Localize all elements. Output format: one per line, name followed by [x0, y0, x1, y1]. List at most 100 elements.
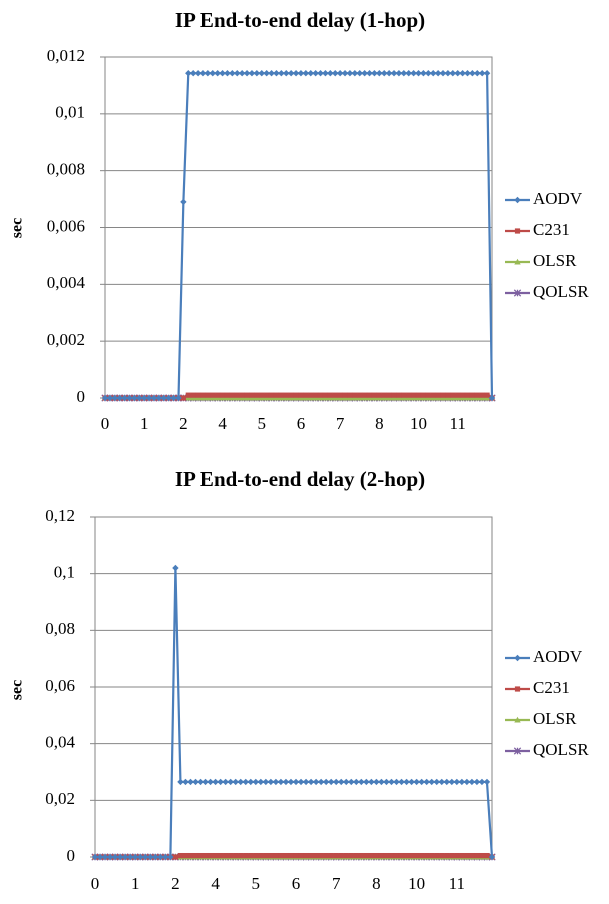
marker [514, 686, 521, 692]
marker [414, 852, 420, 859]
marker [308, 392, 314, 398]
marker [195, 392, 201, 398]
marker [484, 852, 490, 859]
marker [233, 852, 239, 859]
marker [224, 69, 231, 77]
marker [322, 392, 329, 398]
marker [278, 392, 284, 398]
marker [464, 69, 471, 77]
marker [126, 853, 134, 861]
marker [238, 69, 246, 77]
marker [358, 852, 364, 859]
marker [459, 69, 466, 77]
legend-label: QOLSR [533, 282, 589, 301]
marker [395, 69, 403, 77]
marker [298, 392, 304, 398]
marker [160, 394, 167, 402]
marker [430, 392, 436, 398]
marker [443, 778, 450, 786]
marker [187, 778, 194, 786]
marker [479, 69, 486, 77]
x-tick-label: 2 [179, 414, 188, 433]
marker [254, 392, 260, 398]
y-tick-label: 0,1 [54, 563, 75, 582]
marker [514, 716, 521, 723]
marker [165, 394, 172, 402]
marker [327, 778, 335, 786]
marker [202, 778, 209, 786]
marker [155, 394, 163, 402]
marker [273, 392, 280, 398]
marker [346, 69, 354, 77]
marker [363, 852, 369, 859]
marker [469, 852, 475, 859]
marker [378, 852, 385, 859]
marker [248, 852, 254, 859]
marker [234, 69, 241, 77]
marker [440, 392, 446, 398]
marker [351, 69, 359, 77]
marker [162, 853, 169, 861]
marker [207, 778, 214, 786]
marker [202, 852, 209, 859]
marker [288, 392, 294, 398]
marker [327, 392, 333, 398]
marker [450, 392, 456, 398]
marker [376, 69, 383, 77]
marker [262, 778, 270, 786]
marker [415, 392, 422, 398]
marker [177, 778, 184, 786]
marker [484, 392, 490, 398]
y-tick-label: 0,006 [47, 216, 85, 235]
marker [136, 394, 143, 402]
x-tick-label: 4 [211, 874, 220, 893]
marker [391, 392, 397, 398]
y-axis-label: sec [9, 680, 26, 700]
y-tick-label: 0 [67, 846, 76, 865]
marker [170, 394, 177, 402]
marker [239, 392, 245, 398]
marker [353, 778, 360, 786]
x-tick-label: 6 [292, 874, 301, 893]
x-tick-label: 2 [171, 874, 180, 893]
marker [192, 778, 199, 786]
marker [297, 69, 305, 77]
marker [393, 852, 400, 859]
marker [424, 852, 430, 859]
y-tick-label: 0,08 [45, 619, 75, 638]
marker [429, 852, 435, 859]
chart-title: IP End-to-end delay (2-hop) [175, 467, 425, 491]
marker [182, 852, 189, 859]
marker [317, 778, 325, 786]
x-tick-label: 11 [449, 874, 465, 893]
marker [189, 69, 197, 77]
marker [386, 392, 392, 398]
marker [185, 392, 191, 398]
marker [234, 392, 240, 398]
marker [200, 392, 206, 398]
marker [194, 69, 202, 77]
marker [318, 852, 324, 859]
marker [356, 69, 363, 77]
marker [253, 69, 261, 77]
marker [479, 392, 485, 398]
marker [207, 852, 214, 859]
y-tick-label: 0,12 [45, 506, 75, 525]
marker [268, 69, 275, 77]
marker [405, 69, 412, 77]
y-axis-label: sec [9, 218, 26, 238]
marker [428, 778, 435, 786]
marker [514, 654, 521, 662]
marker [157, 853, 164, 861]
marker [513, 747, 522, 755]
marker [439, 69, 447, 77]
marker [224, 392, 231, 398]
marker [106, 853, 114, 861]
legend-label: QOLSR [533, 740, 589, 759]
legend-label: AODV [533, 647, 583, 666]
x-tick-label: 4 [218, 414, 227, 433]
marker [408, 778, 415, 786]
marker [343, 852, 349, 859]
marker [464, 392, 471, 398]
